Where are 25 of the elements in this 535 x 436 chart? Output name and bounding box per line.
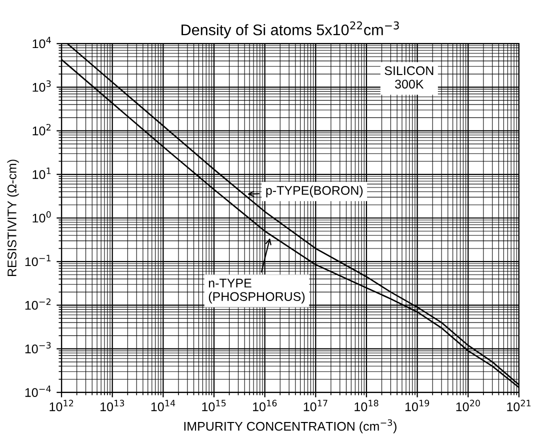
x-tick-label: 10$^{16}$ <box>253 400 277 412</box>
x-tick-label: 10$^{19}$ <box>406 400 430 412</box>
y-tick-label: 10$^{−3}$ <box>25 342 51 354</box>
x-tick-label: 10$^{21}$ <box>507 400 531 412</box>
y-tick-label: 10$^{0}$ <box>32 211 51 223</box>
y-tick-label: 10$^{4}$ <box>32 36 51 48</box>
x-tick-label: 10$^{17}$ <box>304 400 328 412</box>
y-tick-label: 10$^{3}$ <box>32 80 51 92</box>
y-tick-label: 10$^{−1}$ <box>25 254 51 266</box>
y-tick-label: 10$^{1}$ <box>32 168 51 179</box>
y-tick-label: 10$^{−4}$ <box>25 386 51 397</box>
y-tick-label: 10$^{−2}$ <box>25 298 50 310</box>
x-tick-label: 10$^{18}$ <box>354 400 378 412</box>
annotation: SILICON 300K <box>384 66 434 89</box>
x-tick-label: 10$^{13}$ <box>100 400 124 412</box>
y-axis-title: RESISTIVITY (Ω-cm) <box>7 160 19 276</box>
y-tick-label: 10$^{2}$ <box>32 124 51 136</box>
x-tick-label: 10$^{20}$ <box>456 400 480 412</box>
x-axis-title: IMPURITY CONCENTRATION (cm$^{−3}$) <box>184 419 396 434</box>
annotation: p-TYPE(BORON) <box>266 186 363 198</box>
annotation: n-TYPE (PHOSPHORUS) <box>208 278 305 304</box>
x-tick-label: 10$^{15}$ <box>202 400 226 412</box>
x-tick-label: 10$^{12}$ <box>50 400 74 412</box>
x-tick-label: 10$^{14}$ <box>151 400 176 412</box>
chart-title: Density of Si atoms 5x10$^{22}$cm$^{−3}$ <box>182 21 399 38</box>
